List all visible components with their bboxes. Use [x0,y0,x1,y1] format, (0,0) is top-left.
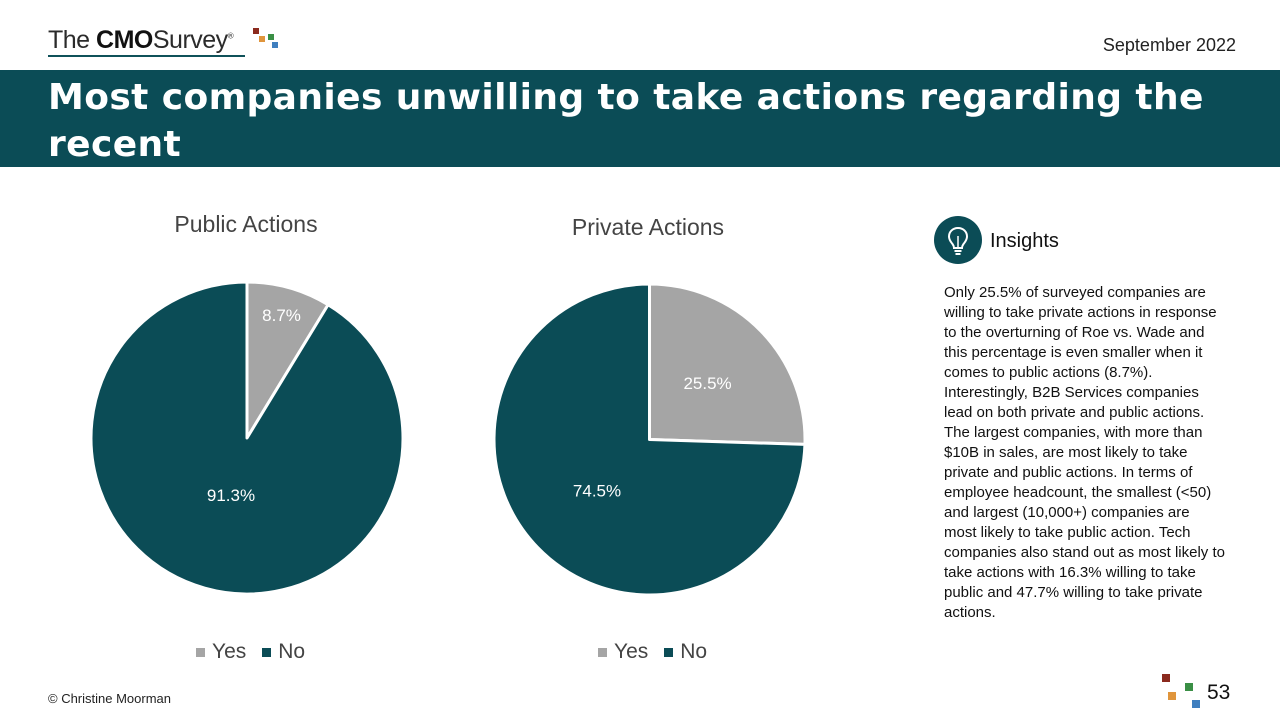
legend-label-yes: Yes [212,640,247,663]
legend-swatch-no [664,647,674,657]
legend-item-no: No [664,640,707,664]
logo-squares-icon [1160,674,1204,710]
legend-private: Yes No [598,640,723,664]
report-date: September 2022 [1102,35,1236,55]
legend-item-no: No [262,640,305,664]
legend-item-yes: Yes [598,640,648,664]
logo-wordmark: The CMOSurvey® [48,26,288,55]
logo-the: The [48,26,90,54]
page-number: 53 [1207,681,1231,704]
logo-squares-icon [246,26,278,56]
pie-chart-public: 8.7% 91.3% [89,280,405,596]
page-title-line-1: Most companies unwilling to take actions… [48,77,1204,165]
data-label-no: 74.5% [573,481,621,500]
logo-survey: Survey [152,26,228,54]
page-title-line-2: Supreme Court decision regarding Roe vs.… [48,171,1051,212]
chart-title-public: Public Actions [174,211,318,237]
logo-registered: ® [227,31,234,41]
data-label-no: 91.3% [207,486,255,505]
legend-public: Yes No [196,640,321,664]
legend-swatch-yes [196,647,205,657]
legend-item-yes: Yes [196,640,246,664]
legend-label-no: No [680,640,708,663]
pie-chart-private: 25.5% 74.5% [492,282,807,597]
pie-slice-yes [245,280,330,440]
logo-cmo: CMO [96,26,153,54]
data-label-yes: 8.7% [262,306,301,325]
lightbulb-icon [934,216,982,264]
cmo-survey-logo: The CMOSurvey® [48,26,288,60]
data-label-yes: 25.5% [683,374,731,393]
legend-label-no: No [278,640,306,663]
copyright: © Christine Moorman [48,691,172,706]
logo-underline [48,55,245,57]
title-banner: Most companies unwilling to take actions… [0,70,1280,212]
chart-title-private: Private Actions [571,214,725,240]
pie-slice-no [89,280,405,596]
legend-swatch-yes [598,647,607,657]
pie-slice-no [492,282,807,597]
insights-title: Insights [990,230,1059,252]
legend-swatch-no [262,647,272,657]
insights-body: Only 25.5% of surveyed companies are wil… [944,284,1225,621]
pie-slice-yes [648,282,807,446]
legend-label-yes: Yes [614,640,649,663]
page-title: Most companies unwilling to take actions… [48,74,1232,215]
